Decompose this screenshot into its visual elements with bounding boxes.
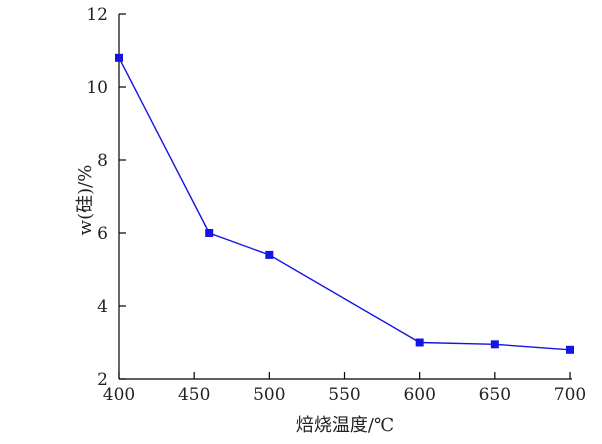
x-axis-title: 焙烧温度/℃: [296, 415, 394, 436]
y-axis-title: w(硅)/%: [75, 165, 96, 236]
y-tick-label: 10: [86, 78, 108, 98]
x-tick-label: 650: [479, 385, 511, 405]
y-tick-label: 4: [97, 297, 108, 317]
y-tick-label: 12: [86, 5, 108, 25]
x-tick-label: 600: [403, 385, 435, 405]
series-layer: [115, 53, 574, 354]
x-tick-label: 450: [178, 385, 210, 405]
x-tick-label: 700: [554, 385, 586, 405]
x-tick-label: 550: [328, 385, 360, 405]
data-point: [265, 250, 274, 259]
x-tick-label: 500: [253, 385, 285, 405]
data-point: [490, 340, 499, 349]
y-tick-label: 2: [97, 370, 108, 390]
data-point: [566, 345, 574, 354]
series-line: [118, 57, 571, 351]
data-point: [115, 53, 123, 62]
data-point: [205, 229, 214, 237]
data-point: [415, 338, 424, 347]
y-tick-label: 6: [97, 224, 108, 244]
axis-ticks: 2 4 6 8 10 12 400 450 500 550 600 650 700: [86, 5, 586, 405]
chart-axes: [118, 14, 572, 380]
y-tick-label: 8: [97, 151, 108, 171]
x-tick-label: 400: [103, 385, 135, 405]
